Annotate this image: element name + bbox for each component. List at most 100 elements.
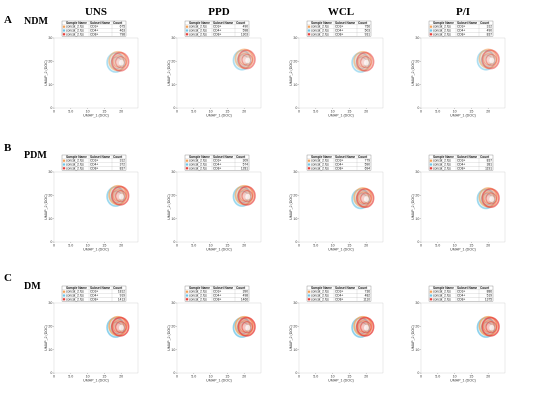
y-axis-label: UMAP_2 (DOC) — [167, 325, 171, 351]
y-axis-label: UMAP_2 (DOC) — [44, 325, 48, 351]
x-tick-label: 10 — [209, 243, 213, 247]
legend-header: Sample Name — [433, 286, 454, 290]
plot-frame — [176, 302, 262, 374]
row-name-dm: DM — [24, 281, 41, 292]
legend-sample-name: concat_2.fcs — [189, 159, 207, 163]
cluster-cd8 — [237, 185, 256, 206]
legend-sample-name: concat_2.fcs — [433, 29, 451, 33]
y-axis-label: UMAP_2 (DOC) — [167, 194, 171, 220]
legend-sample-name: concat_2.fcs — [189, 25, 207, 29]
legend-count-cd8: 837 — [487, 32, 493, 36]
legend-swatch-cd4 — [429, 163, 433, 166]
legend-count-cd4: 463 — [120, 29, 126, 33]
x-axis-label: UMAP_1 (DOC) — [450, 379, 476, 383]
legend-subset-cd4: CD4+ — [90, 29, 98, 33]
x-tick-label: 10 — [209, 374, 213, 378]
legend-swatch-cd3 — [429, 159, 433, 162]
legend-swatch-cd4 — [429, 29, 433, 32]
x-axis-label: UMAP_1 (DOC) — [83, 114, 109, 118]
y-axis-label: UMAP_2 (DOC) — [289, 325, 293, 351]
legend-count-cd8: 837 — [120, 166, 126, 170]
y-tick-label: 10 — [48, 217, 52, 221]
legend-header: Count — [113, 286, 123, 290]
legend-swatch-cd8 — [307, 298, 311, 301]
plot-frame — [176, 171, 262, 243]
x-axis-label: UMAP_1 (DOC) — [206, 379, 232, 383]
x-tick-label: 15 — [225, 374, 229, 378]
x-tick-label: 20 — [119, 374, 123, 378]
x-tick-label: 20 — [119, 109, 123, 113]
legend-subset-cd3: CD3+ — [457, 25, 465, 29]
y-tick-label: 20 — [293, 194, 297, 198]
legend-subset-cd4: CD4+ — [335, 163, 343, 167]
cluster-cd8 — [237, 316, 256, 337]
umap-panel-ndm-wcl: Sample Name Subset Name Count concat_2.fcs C… — [289, 20, 384, 118]
x-tick-label: 5.0 — [435, 374, 440, 378]
y-tick-label: 10 — [415, 83, 419, 87]
legend-subset-cd8: CD8+ — [335, 32, 343, 36]
x-tick-label: 20 — [486, 109, 490, 113]
legend-swatch-cd3 — [307, 25, 311, 28]
legend-table: Sample Name Subset Name Count concat_2.fcs C… — [61, 285, 127, 302]
legend-header: Count — [113, 21, 123, 25]
legend-subset-cd3: CD3+ — [335, 159, 343, 163]
legend-sample-name: concat_2.fcs — [189, 166, 207, 170]
legend-count-cd3: 390 — [243, 290, 249, 294]
legend-subset-cd3: CD3+ — [90, 290, 98, 294]
x-tick-label: 5.0 — [191, 243, 196, 247]
legend-count-cd8: 1413 — [118, 297, 125, 301]
legend-sample-name: concat_2.fcs — [311, 290, 329, 294]
legend-subset-cd4: CD4+ — [90, 163, 98, 167]
legend-header: Sample Name — [433, 21, 454, 25]
x-tick-label: 0 — [176, 374, 178, 378]
legend-subset-cd3: CD3+ — [213, 290, 221, 294]
plot-frame — [298, 37, 384, 109]
x-tick-label: 15 — [347, 243, 351, 247]
legend-table: Sample Name Subset Name Count concat_2.fcs C… — [428, 154, 494, 171]
x-tick-label: 5.0 — [313, 243, 318, 247]
x-axis-label: UMAP_1 (DOC) — [206, 248, 232, 252]
legend-swatch-cd8 — [185, 33, 189, 36]
x-tick-label: 10 — [86, 243, 90, 247]
legend-sample-name: concat_2.fcs — [311, 166, 329, 170]
x-axis-label: UMAP_1 (DOC) — [450, 248, 476, 252]
legend-sample-name: concat_2.fcs — [311, 297, 329, 301]
y-tick-label: 10 — [415, 348, 419, 352]
x-tick-label: 0 — [53, 243, 55, 247]
legend-swatch-cd3 — [62, 25, 66, 28]
legend-swatch-cd4 — [307, 29, 311, 32]
legend-swatch-cd4 — [185, 29, 189, 32]
y-tick-label: 0 — [295, 371, 297, 375]
y-tick-label: 30 — [171, 36, 175, 40]
x-tick-label: 20 — [486, 243, 490, 247]
legend-subset-cd4: CD4+ — [213, 163, 221, 167]
legend-swatch-cd4 — [307, 294, 311, 297]
row-name-ndm: NDM — [24, 16, 48, 27]
legend-sample-name: concat_2.fcs — [189, 290, 207, 294]
legend-subset-cd8: CD8+ — [335, 297, 343, 301]
legend-header: Sample Name — [66, 21, 87, 25]
x-tick-label: 10 — [331, 243, 335, 247]
legend-table: Sample Name Subset Name Count concat_2.fcs C… — [184, 285, 250, 302]
x-tick-label: 5.0 — [68, 243, 73, 247]
legend-count-cd8: 1466 — [241, 297, 248, 301]
x-tick-label: 0 — [53, 374, 55, 378]
y-tick-label: 10 — [48, 83, 52, 87]
y-tick-label: 30 — [293, 36, 297, 40]
legend-header: Count — [480, 21, 490, 25]
legend-sample-name: concat_2.fcs — [433, 25, 451, 29]
legend-swatch-cd4 — [62, 163, 66, 166]
legend-swatch-cd3 — [307, 159, 311, 162]
legend-swatch-cd4 — [429, 294, 433, 297]
legend-count-cd4: 372 — [120, 163, 126, 167]
legend-count-cd8: 798 — [120, 32, 126, 36]
x-tick-label: 0 — [420, 243, 422, 247]
legend-swatch-cd3 — [429, 290, 433, 293]
legend-sample-name: concat_2.fcs — [311, 29, 329, 33]
y-axis-label: UMAP_2 (DOC) — [167, 60, 171, 86]
legend-sample-name: concat_2.fcs — [311, 32, 329, 36]
legend-subset-cd8: CD8+ — [90, 32, 98, 36]
legend-subset-cd8: CD8+ — [90, 166, 98, 170]
y-tick-label: 20 — [48, 325, 52, 329]
x-tick-label: 15 — [347, 374, 351, 378]
